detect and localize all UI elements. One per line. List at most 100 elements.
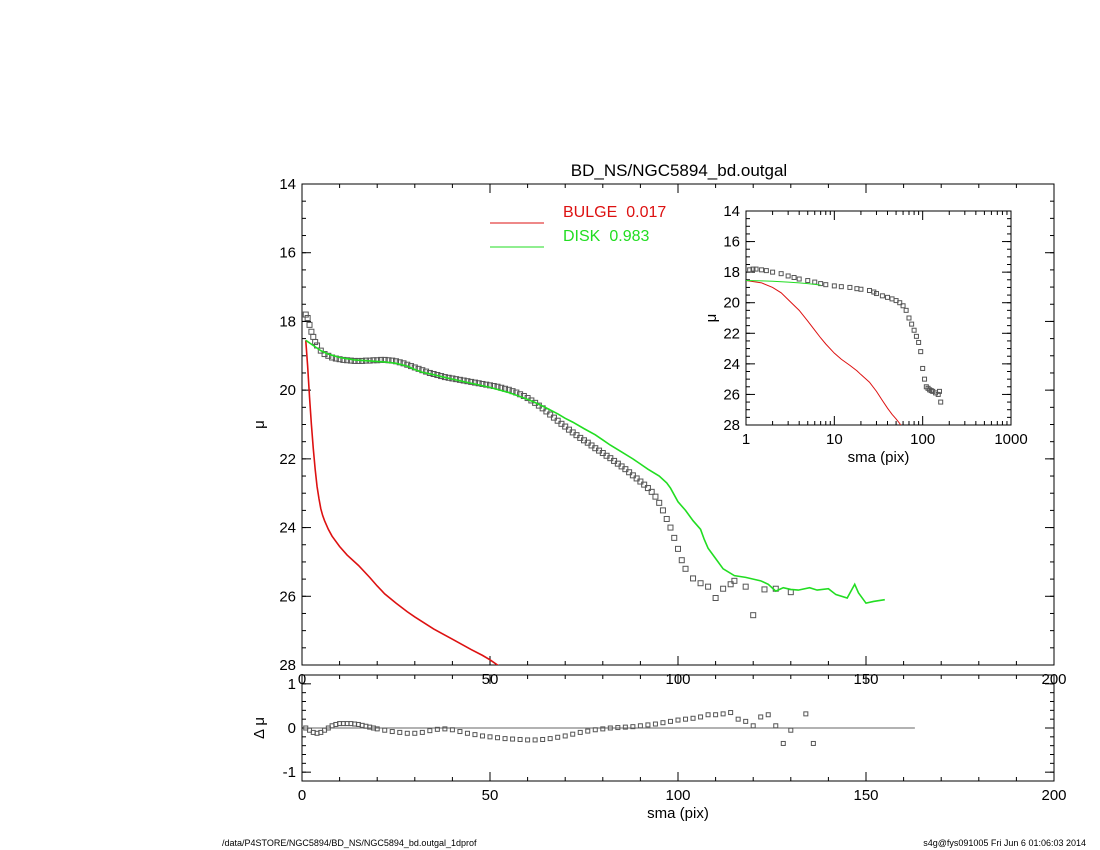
main-ytick-label: 20 — [279, 382, 296, 399]
inset-data-point — [873, 291, 879, 297]
residual-data-point — [419, 729, 425, 735]
residual-data-point — [487, 734, 493, 740]
inset-data-point — [920, 365, 926, 371]
residual-data-point — [570, 731, 576, 737]
main-data-point — [663, 515, 670, 522]
inset-ticks — [745, 210, 1012, 426]
residual-ytick-label: 1 — [288, 676, 296, 693]
main-line-disk — [305, 339, 885, 605]
residual-data-point — [720, 711, 726, 717]
residual-data-point — [510, 736, 516, 742]
main-data-point — [648, 488, 655, 495]
residual-data-point — [412, 730, 418, 736]
legend-label-disk: DISK 0.983 — [563, 228, 649, 245]
residual-data-point — [675, 717, 681, 723]
residual-data-point — [585, 728, 591, 734]
inset-ytick-label: 22 — [723, 325, 740, 342]
legend-name-disk: DISK — [563, 228, 601, 245]
main-data-point — [626, 469, 633, 476]
main-data-point — [468, 378, 475, 385]
inset-ytick-label: 26 — [723, 386, 740, 403]
residual-data-point — [645, 722, 651, 728]
residual-data-point — [780, 740, 786, 746]
main-data-point — [682, 565, 689, 572]
residual-xtick-label: 50 — [482, 787, 499, 804]
inset-data-point — [913, 333, 919, 339]
main-ytick-label: 28 — [279, 657, 296, 674]
main-ytick-label: 14 — [279, 176, 296, 193]
residual-data-point — [555, 734, 561, 740]
inset-data-point — [770, 269, 776, 275]
main-data-point — [629, 472, 636, 479]
main-ytick-label: 24 — [279, 520, 296, 537]
main-data-point — [678, 557, 685, 564]
residual-xtick-label: 0 — [298, 787, 306, 804]
residual-data-point — [479, 733, 485, 739]
main-data-point — [712, 595, 719, 602]
main-data-point — [667, 524, 674, 531]
main-data-point — [554, 417, 561, 424]
residual-ylabel: Δ μ — [251, 717, 268, 739]
main-data-point — [720, 585, 727, 592]
residual-data-point — [607, 725, 613, 731]
residual-xtick-label: 150 — [853, 787, 878, 804]
residual-data-point — [532, 737, 538, 743]
residual-data-point — [577, 729, 583, 735]
main-data-point — [727, 581, 734, 588]
main-data-point — [690, 575, 697, 582]
inset-data-point — [909, 321, 915, 327]
inset-data-point — [900, 303, 906, 309]
inset-data-point — [778, 271, 784, 277]
inset-data-point — [916, 339, 922, 345]
main-data-point — [347, 357, 354, 364]
residual-data-point — [427, 728, 433, 734]
residual-data-point — [660, 720, 666, 726]
inset-data-point — [823, 282, 829, 288]
residual-data-point — [495, 735, 501, 741]
inset-data-point — [918, 349, 924, 355]
residual-data-point — [690, 715, 696, 721]
inset-data-point — [805, 278, 811, 284]
main-series — [302, 311, 885, 665]
main-data-point — [705, 583, 712, 590]
inset-xtick-label: 10 — [826, 431, 843, 448]
residual-xtick-label: 200 — [1041, 787, 1066, 804]
inset-line-disk — [746, 280, 821, 286]
legend-value-bulge: 0.017 — [626, 204, 666, 221]
main-data-point — [671, 534, 678, 541]
main-data-point — [308, 328, 315, 335]
main-data-point — [641, 481, 648, 488]
inset-data-point — [818, 281, 824, 287]
residual-data-point — [562, 733, 568, 739]
inset-ylabel: μ — [703, 314, 720, 323]
main-ytick-label: 18 — [279, 313, 296, 330]
main-data-point — [543, 408, 550, 415]
residual-data-point — [743, 718, 749, 724]
inset-data-point — [879, 293, 885, 299]
inset-ytick-label: 18 — [723, 264, 740, 281]
main-data-point — [787, 589, 794, 596]
residual-data-point — [803, 711, 809, 717]
main-data-point — [633, 475, 640, 482]
inset-data-point — [838, 284, 844, 290]
residual-data-point — [713, 712, 719, 718]
residual-data-point — [472, 732, 478, 738]
main-ytick-label: 16 — [279, 245, 296, 262]
residual-data-point — [502, 736, 508, 742]
main-ylabel: μ — [251, 420, 268, 429]
residual-data-point — [540, 736, 546, 742]
residual-data-point — [389, 729, 395, 735]
inset-ytick-label: 20 — [723, 295, 740, 312]
residual-data-point — [525, 737, 531, 743]
inset-data-point — [911, 327, 917, 333]
inset-xtick-label: 1000 — [994, 431, 1027, 448]
main-data-point — [344, 357, 351, 364]
footer-path: /data/P4STORE/NGC5894/BD_NS/NGC5894_bd.o… — [222, 838, 477, 848]
inset-data-point — [831, 283, 837, 289]
main-data-point — [374, 357, 381, 364]
main-data-point — [423, 368, 430, 375]
inset-plot: 1 10 100 1000 14 16 18 20 22 24 26 28 μ sma (pix) — [703, 203, 1028, 466]
main-data-point — [304, 314, 311, 321]
